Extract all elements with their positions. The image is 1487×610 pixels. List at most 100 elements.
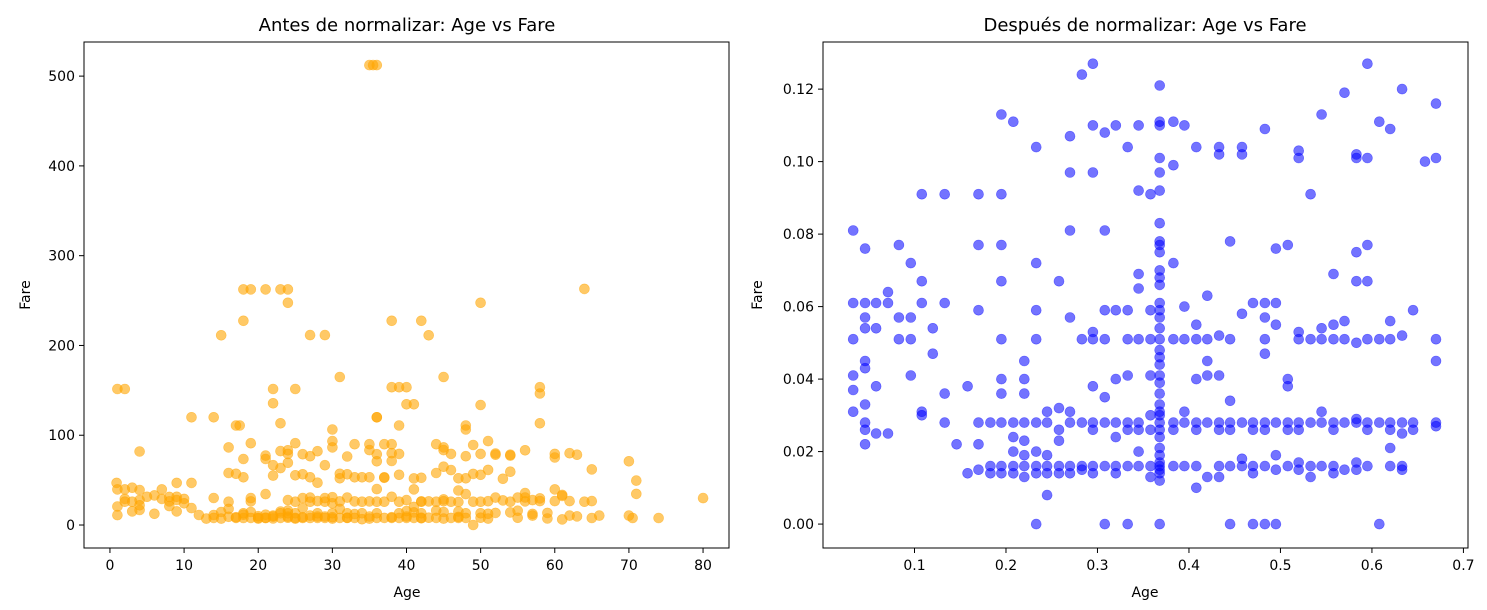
- x-tick-label-left: 30: [323, 558, 341, 574]
- y-tick-label-right: 0.06: [783, 300, 814, 316]
- scatter-point-left: [367, 59, 379, 71]
- scatter-point-right: [939, 417, 951, 428]
- x-tick-label-left: 20: [249, 558, 267, 574]
- scatter-point-left: [134, 446, 145, 457]
- scatter-point-right: [1316, 333, 1327, 345]
- scatter-point-right: [1339, 464, 1350, 476]
- scatter-point-right: [1133, 268, 1144, 280]
- scatter-point-left: [238, 471, 249, 483]
- y-tick-label-left: 200: [48, 338, 75, 354]
- scatter-point-left: [460, 424, 472, 435]
- scatter-point-right: [1328, 467, 1339, 479]
- scatter-point-right: [1384, 424, 1396, 436]
- scatter-point-left: [267, 397, 279, 409]
- scatter-point-right: [996, 333, 1007, 345]
- axes-frame-right: [822, 41, 1469, 549]
- scatter-point-right: [1316, 406, 1327, 418]
- scatter-point-right: [973, 417, 984, 428]
- y-axis-label-right: Fare: [750, 280, 766, 309]
- scatter-point-right: [905, 370, 917, 381]
- scatter-point-right: [927, 322, 939, 334]
- scatter-point-right: [1191, 373, 1202, 385]
- scatter-point-right: [1362, 58, 1373, 70]
- scatter-point-left: [527, 510, 538, 521]
- scatter-point-left: [282, 444, 294, 456]
- scatter-point-right: [893, 312, 905, 323]
- scatter-point-left: [186, 411, 197, 423]
- scatter-point-right: [1351, 152, 1362, 164]
- scatter-point-right: [1154, 475, 1165, 486]
- scatter-point-right: [905, 312, 917, 323]
- scatter-point-right: [1202, 417, 1213, 428]
- scatter-point-left: [623, 455, 635, 467]
- scatter-point-left: [549, 484, 561, 495]
- scatter-point-right: [996, 275, 1007, 287]
- scatter-point-left: [297, 502, 309, 514]
- scatter-point-left: [519, 444, 531, 456]
- scatter-point-left: [282, 297, 294, 309]
- scatter-point-right: [1305, 471, 1316, 483]
- scatter-point-right: [1316, 322, 1327, 334]
- scatter-point-right: [1213, 471, 1225, 483]
- scatter-point-left: [312, 445, 323, 457]
- scatter-point-right: [985, 417, 996, 428]
- scatter-point-right: [1110, 431, 1122, 443]
- scatter-point-right: [1282, 460, 1294, 472]
- scatter-point-right: [1041, 467, 1053, 479]
- scatter-point-left: [319, 329, 331, 341]
- scatter-point-left: [289, 437, 301, 449]
- scatter-point-left: [304, 329, 316, 341]
- scatter-point-right: [1179, 120, 1190, 131]
- scatter-point-right: [1133, 424, 1144, 436]
- scatter-point-right: [1396, 330, 1408, 341]
- y-axis-ticks-right: 0.00 0.02 0.04 0.06 0.08 0.10 0.12: [783, 82, 823, 533]
- scatter-point-right: [1030, 333, 1042, 345]
- scatter-point-right: [1407, 424, 1419, 436]
- y-tick-label-right: 0.02: [783, 445, 814, 461]
- x-tick-label-right: 0.5: [1269, 558, 1291, 574]
- scatter-point-right: [1053, 424, 1065, 436]
- scatter-point-right: [996, 188, 1007, 200]
- scatter-point-left: [238, 315, 249, 327]
- scatter-point-right: [1110, 467, 1122, 479]
- scatter-point-right: [1099, 391, 1111, 403]
- y-tick-label-left: 100: [48, 428, 75, 444]
- scatter-point-right: [1247, 424, 1259, 436]
- scatter-point-right: [1179, 417, 1190, 428]
- scatter-point-left: [415, 472, 427, 484]
- scatter-point-right: [1384, 333, 1396, 345]
- scatter-point-right: [1087, 424, 1099, 436]
- scatter-point-right: [1064, 130, 1076, 142]
- scatter-point-right: [1041, 449, 1053, 461]
- scatter-point-left: [304, 471, 316, 483]
- scatter-point-left: [386, 491, 398, 503]
- scatter-point-left: [534, 495, 546, 507]
- scatter-point-left: [386, 455, 398, 467]
- scatter-point-left: [245, 437, 257, 449]
- scatter-point-right: [1305, 417, 1316, 428]
- scatter-point-right: [1316, 417, 1327, 428]
- x-tick-label-left: 50: [472, 558, 490, 574]
- scatter-point-left: [149, 508, 160, 520]
- scatter-point-right: [847, 370, 859, 381]
- scatter-point-right: [1154, 359, 1165, 370]
- x-tick-label-right: 0.3: [1086, 558, 1108, 574]
- scatter-point-left: [371, 483, 383, 495]
- scatter-point-right: [1030, 518, 1042, 530]
- scatter-point-right: [1154, 167, 1165, 178]
- scatter-point-left: [260, 488, 271, 500]
- scatter-point-left: [312, 477, 323, 489]
- scatter-point-left: [327, 424, 338, 435]
- scatter-point-right: [1099, 225, 1111, 236]
- scatter-point-right: [1270, 297, 1282, 309]
- scatter-point-right: [1282, 424, 1294, 436]
- scatter-point-right: [1179, 460, 1190, 472]
- scatter-point-left: [556, 489, 568, 501]
- scatter-point-left: [349, 438, 360, 450]
- scatter-point-right: [1019, 373, 1030, 385]
- scatter-point-left: [653, 512, 664, 524]
- scatter-point-right: [1270, 319, 1282, 331]
- scatter-point-right: [1030, 304, 1042, 316]
- scatter-point-right: [847, 406, 859, 418]
- scatter-point-right: [1087, 167, 1099, 178]
